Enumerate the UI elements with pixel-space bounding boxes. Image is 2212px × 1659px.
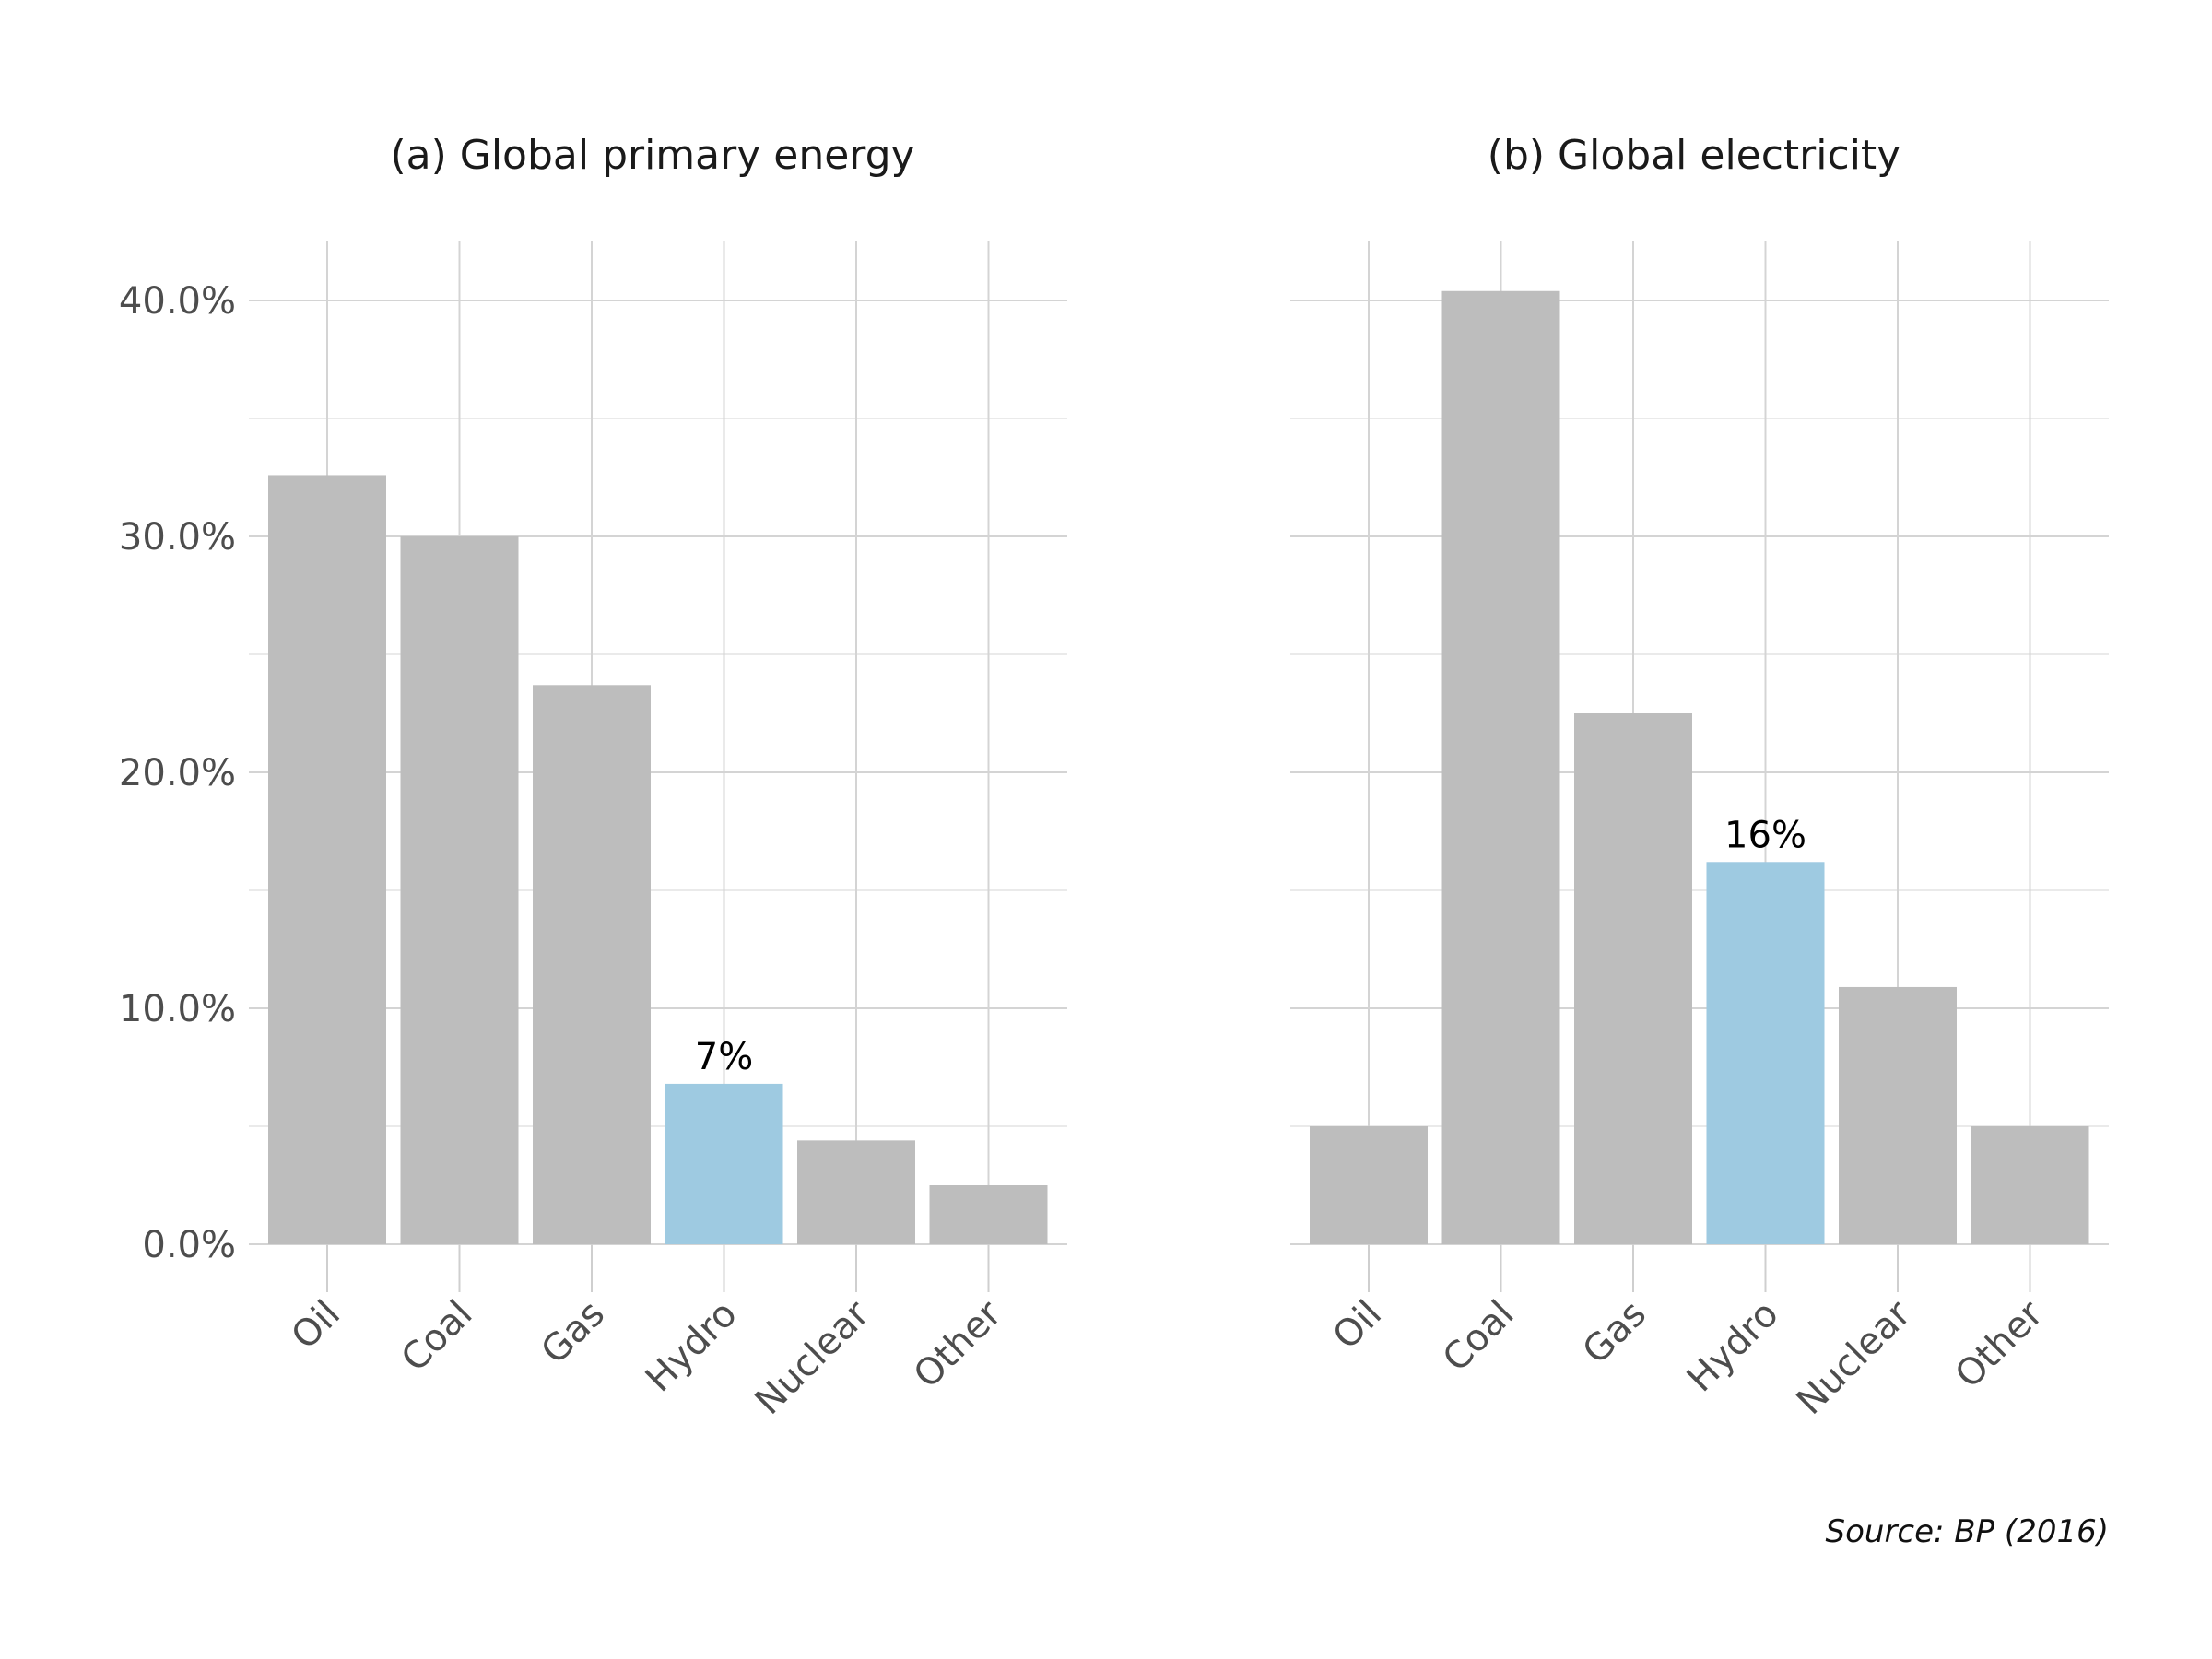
bar-nuclear (797, 1140, 915, 1244)
bar-other (929, 1185, 1048, 1244)
x-tick-labels-electricity: Oil Coal Gas Hydro Nuclear Other (1325, 1292, 2052, 1423)
bar-nuclear (1839, 986, 1957, 1244)
x-tick-label-nuclear: Nuclear (1789, 1292, 1920, 1423)
bar-gas (1574, 713, 1692, 1244)
bar-oil (1310, 1126, 1428, 1244)
x-tick-label-gas: Gas (534, 1293, 614, 1373)
data-label-hydro: 16% (1724, 814, 1806, 856)
bar-hydro (665, 1083, 783, 1244)
y-tick-label-0: 0.0% (142, 1224, 236, 1266)
y-tick-labels-primary-energy: 0.0% 10.0% 20.0% 30.0% 40.0% (119, 280, 236, 1266)
x-tick-label-hydro: Hydro (1679, 1293, 1787, 1401)
x-tick-labels-primary-energy: Oil Coal Gas Hydro Nuclear Other (284, 1292, 1010, 1423)
y-tick-label-40: 40.0% (119, 280, 236, 323)
source-note: Source: BP (2016) (1826, 1513, 2109, 1550)
panel-electricity: (b) Global electricity 16% Oil Coal Gas Hydr… (1290, 132, 2109, 1423)
x-tick-label-hydro: Hydro (638, 1293, 746, 1401)
bars-primary-energy (268, 475, 1048, 1244)
panel-title-electricity: (b) Global electricity (1488, 132, 1900, 179)
x-tick-label-nuclear: Nuclear (747, 1292, 878, 1423)
panel-primary-energy: (a) Global primary energy 7% Oil Coal Gas Hy… (119, 132, 1067, 1423)
bar-coal (400, 536, 519, 1244)
y-tick-label-30: 30.0% (119, 516, 236, 559)
y-tick-label-10: 10.0% (119, 988, 236, 1030)
bar-coal (1441, 290, 1560, 1244)
panel-title-primary-energy: (a) Global primary energy (390, 132, 914, 179)
bar-hydro (1706, 862, 1825, 1244)
x-tick-label-oil: Oil (1325, 1293, 1391, 1359)
x-tick-label-coal: Coal (394, 1293, 481, 1381)
x-tick-label-coal: Coal (1435, 1293, 1523, 1381)
x-tick-label-gas: Gas (1575, 1293, 1655, 1373)
bar-oil (268, 475, 386, 1244)
bar-gas (533, 685, 651, 1244)
x-tick-label-oil: Oil (284, 1293, 349, 1359)
bars-electricity (1310, 290, 2089, 1244)
bar-other (1971, 1126, 2089, 1244)
y-tick-label-20: 20.0% (119, 752, 236, 794)
data-label-hydro: 7% (695, 1036, 753, 1078)
x-tick-label-other: Other (906, 1292, 1010, 1396)
x-tick-label-other: Other (1947, 1292, 2052, 1396)
